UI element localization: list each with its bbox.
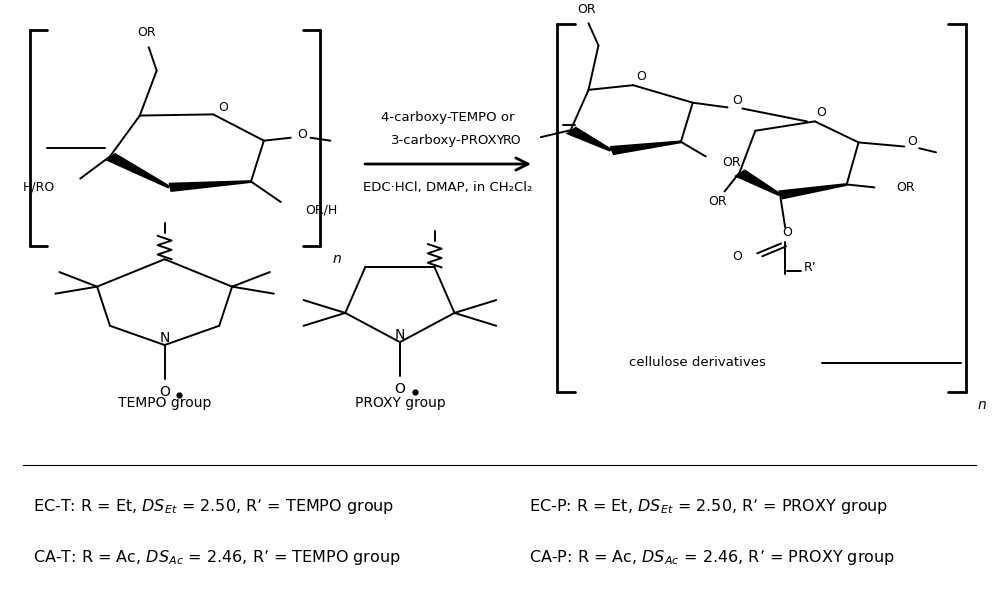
Polygon shape	[105, 153, 171, 188]
Text: O: O	[394, 382, 405, 396]
Polygon shape	[778, 183, 847, 200]
Text: O: O	[159, 385, 170, 399]
Text: O: O	[907, 135, 917, 148]
Text: O: O	[218, 101, 228, 114]
Text: O: O	[782, 226, 792, 240]
Text: OR/H: OR/H	[306, 203, 338, 216]
Text: RO: RO	[502, 134, 521, 147]
Text: CA-T: R = Ac, $\mathit{DS}$$_{\mathit{Ac}}$ = 2.46, R’ = TEMPO group: CA-T: R = Ac, $\mathit{DS}$$_{\mathit{Ac…	[33, 548, 400, 567]
Text: R’: R’	[804, 262, 816, 275]
Text: cellulose derivatives: cellulose derivatives	[629, 356, 766, 369]
Text: n: n	[978, 398, 986, 412]
Text: H/RO: H/RO	[23, 181, 55, 193]
Text: CA-P: R = Ac, $\mathit{DS}$$_{\mathit{Ac}}$ = 2.46, R’ = PROXY group: CA-P: R = Ac, $\mathit{DS}$$_{\mathit{Ac…	[529, 548, 895, 567]
Text: n: n	[332, 252, 341, 266]
Text: PROXY group: PROXY group	[355, 396, 445, 411]
Text: O: O	[816, 106, 826, 119]
Text: OR: OR	[137, 26, 156, 39]
Text: 3-carboxy-PROXY: 3-carboxy-PROXY	[391, 134, 505, 147]
Text: O: O	[636, 70, 646, 83]
Text: EDC·HCl, DMAP, in CH₂Cl₂: EDC·HCl, DMAP, in CH₂Cl₂	[363, 181, 533, 194]
Text: 4-carboxy-TEMPO or: 4-carboxy-TEMPO or	[381, 111, 515, 124]
Text: OR: OR	[577, 3, 596, 15]
Polygon shape	[734, 169, 782, 196]
Polygon shape	[610, 141, 681, 155]
Text: EC-T: R = Et, $\mathit{DS}$$_{\mathit{Et}}$ = 2.50, R’ = TEMPO group: EC-T: R = Et, $\mathit{DS}$$_{\mathit{Et…	[33, 497, 394, 516]
Text: OR: OR	[896, 181, 915, 194]
Polygon shape	[565, 126, 613, 151]
Text: O: O	[733, 94, 742, 107]
Text: N: N	[395, 328, 405, 342]
Text: N: N	[159, 331, 170, 345]
Text: EC-P: R = Et, $\mathit{DS}$$_{\mathit{Et}}$ = 2.50, R’ = PROXY group: EC-P: R = Et, $\mathit{DS}$$_{\mathit{Et…	[529, 497, 888, 516]
Text: O: O	[298, 128, 308, 141]
Polygon shape	[169, 180, 251, 192]
Text: O: O	[733, 250, 742, 263]
Text: OR: OR	[723, 156, 741, 169]
Text: TEMPO group: TEMPO group	[118, 396, 211, 411]
Text: OR: OR	[708, 195, 727, 209]
